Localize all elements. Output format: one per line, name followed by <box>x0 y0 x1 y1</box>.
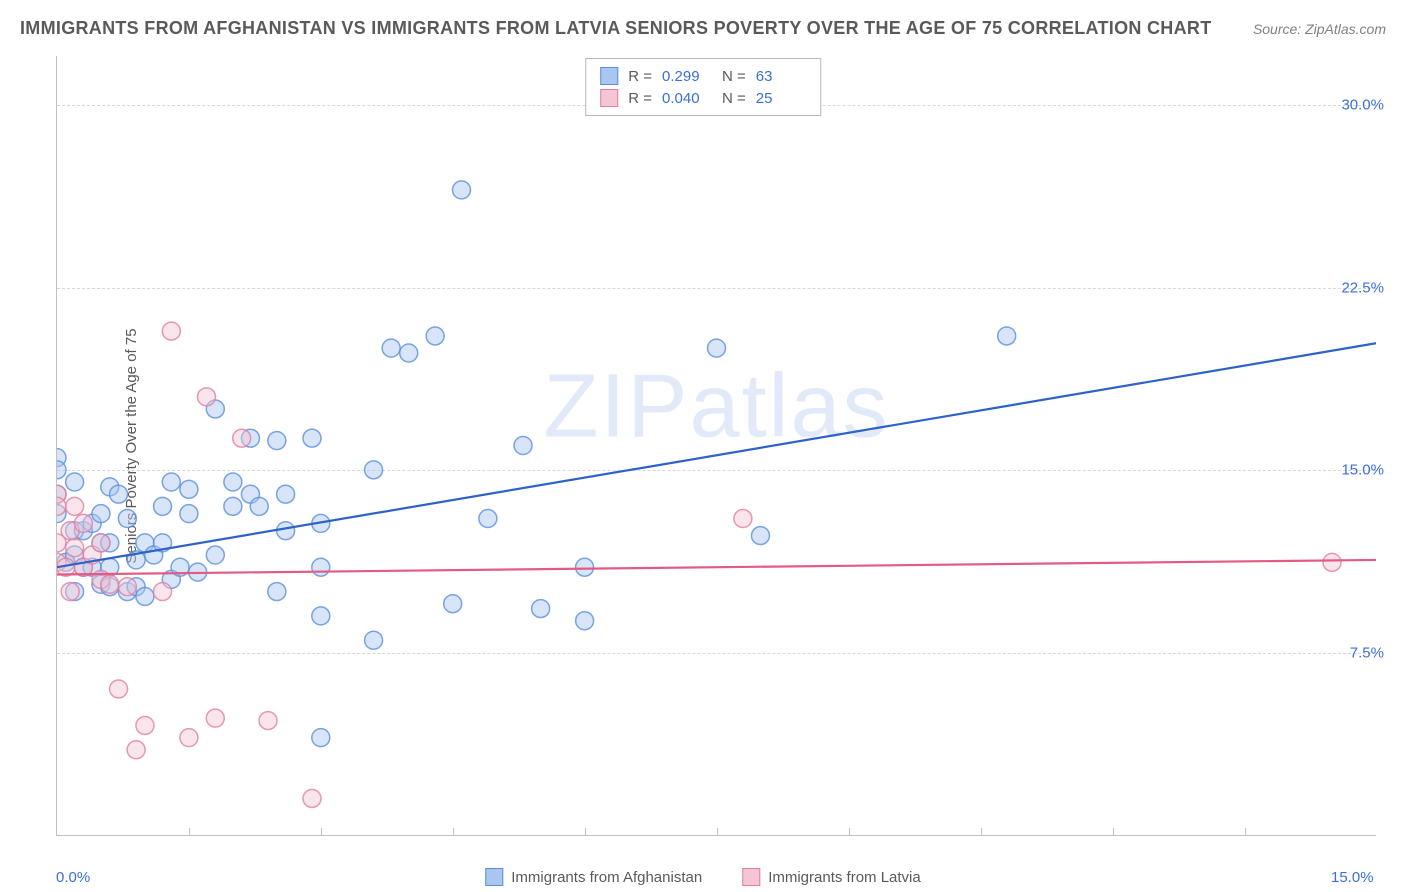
data-point <box>92 505 110 523</box>
data-point <box>61 583 79 601</box>
n-value: 25 <box>756 90 806 107</box>
data-point <box>479 510 497 528</box>
legend-bottom: Immigrants from Afghanistan Immigrants f… <box>485 868 920 886</box>
data-point <box>277 522 295 540</box>
data-point <box>92 534 110 552</box>
data-point <box>162 322 180 340</box>
data-point <box>206 546 224 564</box>
legend-stats-row: R = 0.040 N = 25 <box>600 87 806 109</box>
data-point <box>118 510 136 528</box>
data-point <box>365 461 383 479</box>
data-point <box>312 607 330 625</box>
source-label: Source: ZipAtlas.com <box>1253 21 1386 37</box>
data-point <box>162 473 180 491</box>
data-point <box>365 631 383 649</box>
swatch-icon <box>485 868 503 886</box>
swatch-icon <box>600 67 618 85</box>
data-point <box>127 741 145 759</box>
data-point <box>224 473 242 491</box>
data-point <box>400 344 418 362</box>
data-point <box>224 497 242 515</box>
data-point <box>66 497 84 515</box>
legend-item: Immigrants from Afghanistan <box>485 868 702 886</box>
data-point <box>277 485 295 503</box>
data-point <box>206 709 224 727</box>
data-point <box>734 510 752 528</box>
n-value: 63 <box>756 68 806 85</box>
data-point <box>532 600 550 618</box>
r-value: 0.040 <box>662 90 712 107</box>
data-point <box>998 327 1016 345</box>
data-point <box>101 575 119 593</box>
data-point <box>303 429 321 447</box>
data-point <box>197 388 215 406</box>
data-point <box>66 539 84 557</box>
legend-item: Immigrants from Latvia <box>742 868 921 886</box>
data-point <box>180 729 198 747</box>
data-point <box>268 583 286 601</box>
data-point <box>259 712 277 730</box>
data-point <box>382 339 400 357</box>
data-point <box>312 729 330 747</box>
legend-label: Immigrants from Afghanistan <box>511 869 702 886</box>
data-point <box>154 497 172 515</box>
data-point <box>751 527 769 545</box>
data-point <box>576 612 594 630</box>
swatch-icon <box>742 868 760 886</box>
scatter-svg <box>57 56 1376 835</box>
data-point <box>110 485 128 503</box>
data-point <box>268 432 286 450</box>
swatch-icon <box>600 89 618 107</box>
r-value: 0.299 <box>662 68 712 85</box>
data-point <box>136 587 154 605</box>
n-label: N = <box>722 90 746 107</box>
data-point <box>303 789 321 807</box>
data-point <box>1323 553 1341 571</box>
data-point <box>180 505 198 523</box>
data-point <box>514 437 532 455</box>
legend-stats-box: R = 0.299 N = 63 R = 0.040 N = 25 <box>585 58 821 116</box>
data-point <box>708 339 726 357</box>
data-point <box>444 595 462 613</box>
data-point <box>154 583 172 601</box>
data-point <box>233 429 251 447</box>
data-point <box>118 578 136 596</box>
legend-label: Immigrants from Latvia <box>768 869 921 886</box>
data-point <box>453 181 471 199</box>
trend-line <box>57 560 1376 575</box>
data-point <box>426 327 444 345</box>
trend-line <box>57 343 1376 567</box>
legend-stats-row: R = 0.299 N = 63 <box>600 65 806 87</box>
data-point <box>66 473 84 491</box>
x-tick-label: 15.0% <box>1331 869 1374 886</box>
data-point <box>250 497 268 515</box>
data-point <box>576 558 594 576</box>
r-label: R = <box>628 68 652 85</box>
n-label: N = <box>722 68 746 85</box>
data-point <box>312 558 330 576</box>
data-point <box>136 716 154 734</box>
plot-area: ZIPatlas <box>56 56 1376 836</box>
r-label: R = <box>628 90 652 107</box>
x-tick-label: 0.0% <box>56 869 90 886</box>
data-point <box>74 514 92 532</box>
data-point <box>110 680 128 698</box>
chart-title: IMMIGRANTS FROM AFGHANISTAN VS IMMIGRANT… <box>20 18 1212 39</box>
data-point <box>180 480 198 498</box>
